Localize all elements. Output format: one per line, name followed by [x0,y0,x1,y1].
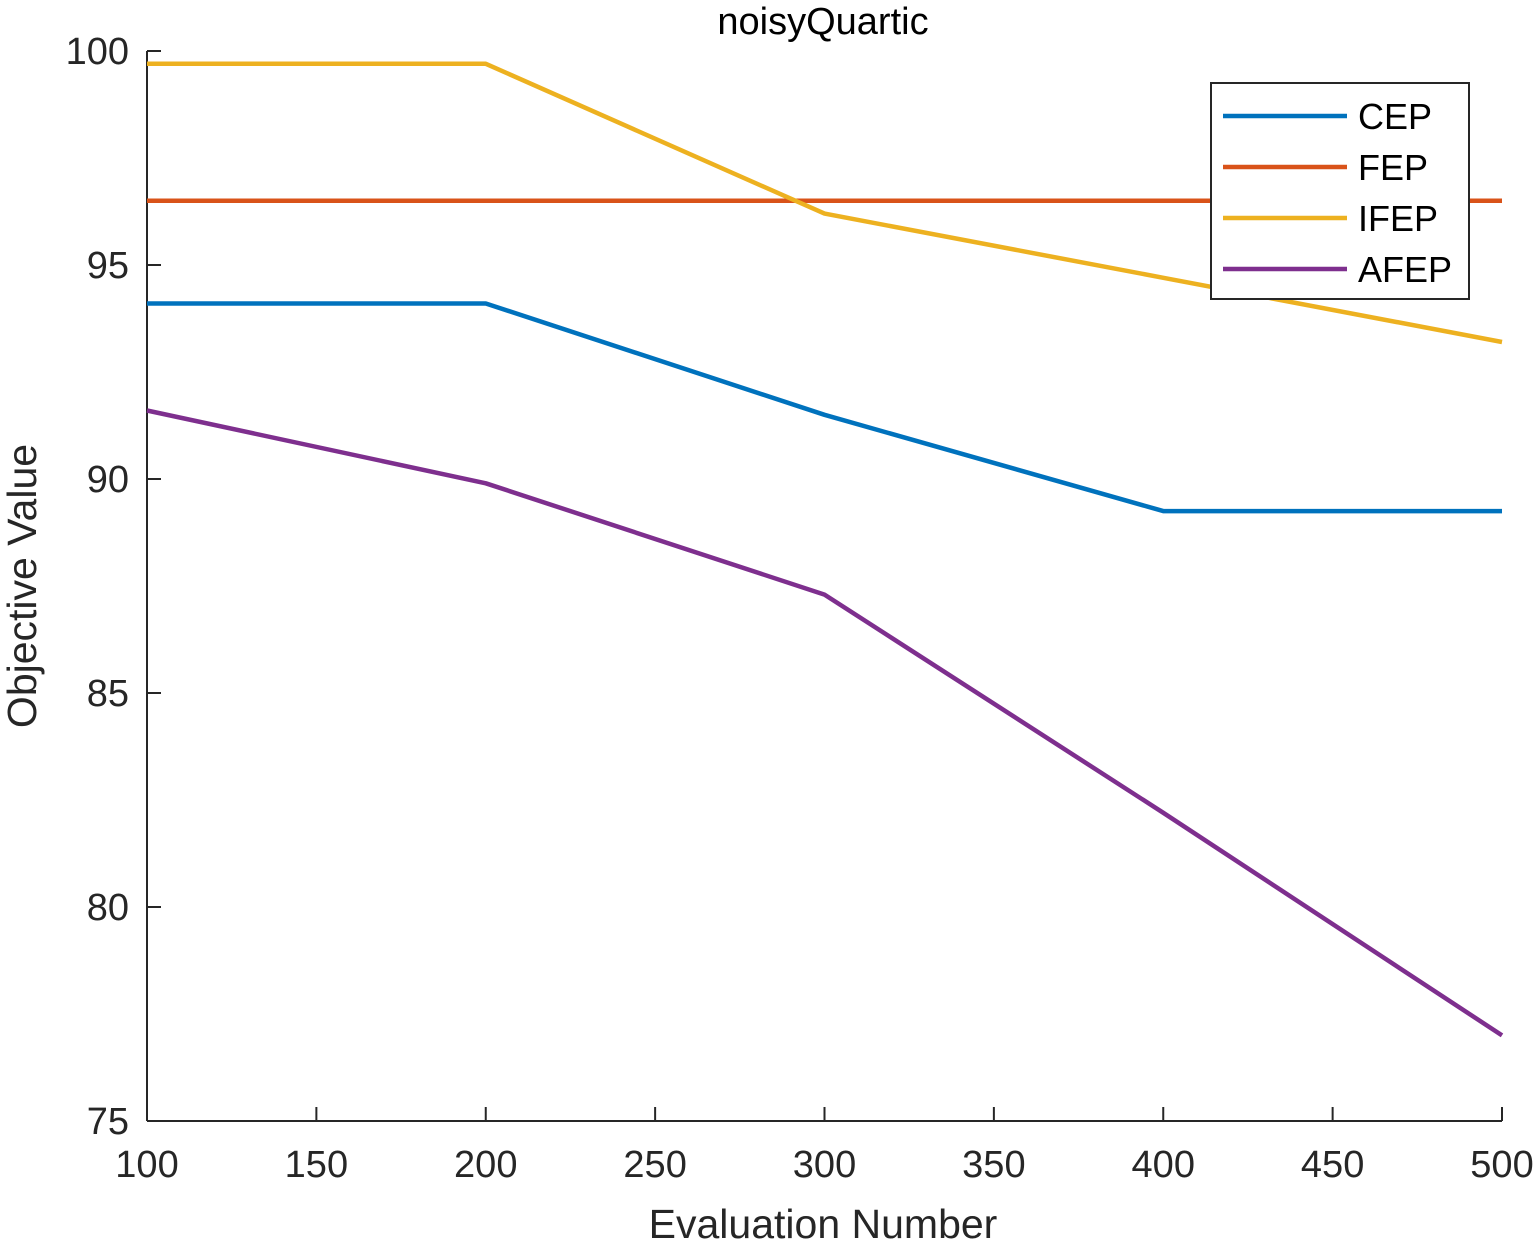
chart-title: noisyQuartic [717,1,928,43]
legend-box [1210,82,1470,300]
series-line-afep [146,408,1504,1038]
series-line-cep [147,301,1502,514]
x-tick-label: 350 [962,1144,1025,1186]
y-tick-label: 100 [66,31,129,73]
x-axis-title: Evaluation Number [649,1201,998,1244]
x-tick-label: 400 [1132,1144,1195,1186]
legend: CEP FEP IFEP AFEP [1210,82,1470,300]
x-tick-label: 500 [1470,1144,1533,1186]
y-tick-label: 80 [87,887,129,929]
legend-label-ifep: IFEP [1358,198,1438,239]
x-tick-label: 450 [1301,1144,1364,1186]
x-tick-label: 200 [454,1144,517,1186]
axes: 100 150 200 250 300 350 400 450 500 75 80 85 90 95 100 [66,31,1534,1186]
x-tick-label: 300 [793,1144,856,1186]
y-tick-label: 90 [87,459,129,501]
y-axis-title: Objective Value [0,444,45,728]
y-tick-label: 85 [87,673,129,715]
y-tick-label: 95 [87,245,129,287]
y-tick-label: 75 [87,1101,129,1143]
x-tick-label: 250 [623,1144,686,1186]
x-tick-label: 150 [285,1144,348,1186]
legend-label-afep: AFEP [1358,249,1452,290]
legend-label-fep: FEP [1358,147,1428,188]
legend-label-cep: CEP [1358,96,1432,137]
x-tick-label: 100 [115,1144,178,1186]
